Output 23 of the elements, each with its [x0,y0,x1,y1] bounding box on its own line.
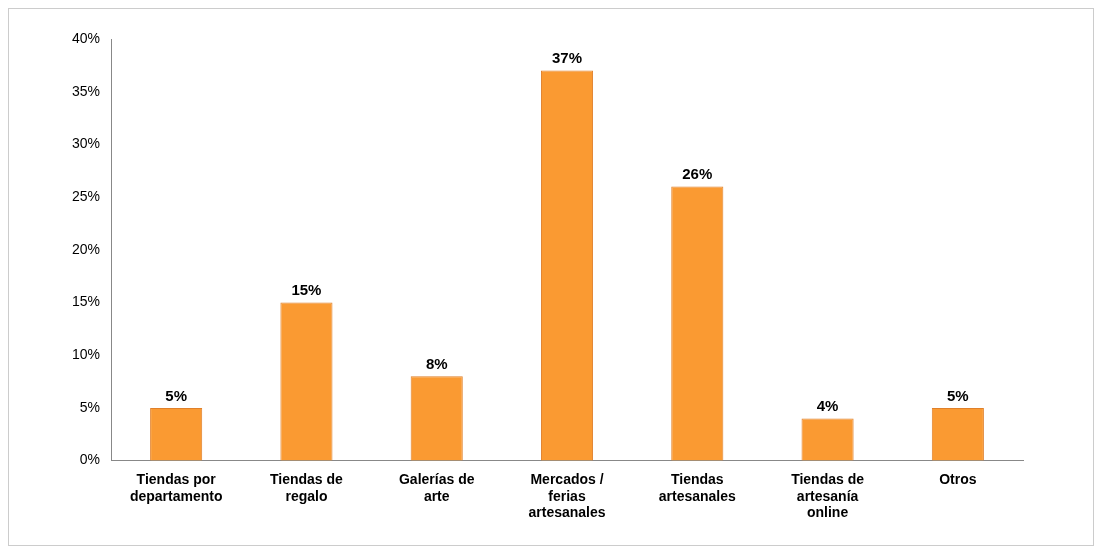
data-label: 26% [682,165,713,183]
x-tick-label: Otros [939,470,977,487]
data-label: 8% [425,354,448,372]
x-tick-label: Tiendas por departamento [129,470,223,504]
data-label: 37% [551,49,583,67]
x-tick-label: Galerías de arte [398,470,475,504]
y-tick-label: 35% [71,82,101,99]
y-tick-label: 0% [79,451,101,468]
y-tick-label: 5% [79,398,101,415]
data-label: 5% [165,386,188,404]
data-label: 5% [947,386,969,404]
y-tick-label: 10% [71,346,101,363]
y-tick-label: 15% [71,293,101,310]
data-label: 15% [291,281,322,299]
y-tick-label: 40% [71,29,101,46]
y-tick-label: 30% [71,135,101,152]
x-tick-label: Tiendas de regalo [270,470,344,504]
x-tick-label: Tiendas artesanales [658,470,737,504]
x-tick-label: Mercados / ferias artesanales [528,470,606,521]
x-tick-label: Tiendas de artesanía online [791,470,865,521]
y-tick-label: 20% [71,240,101,257]
data-label: 4% [816,397,839,415]
y-tick-label: 25% [71,187,101,204]
